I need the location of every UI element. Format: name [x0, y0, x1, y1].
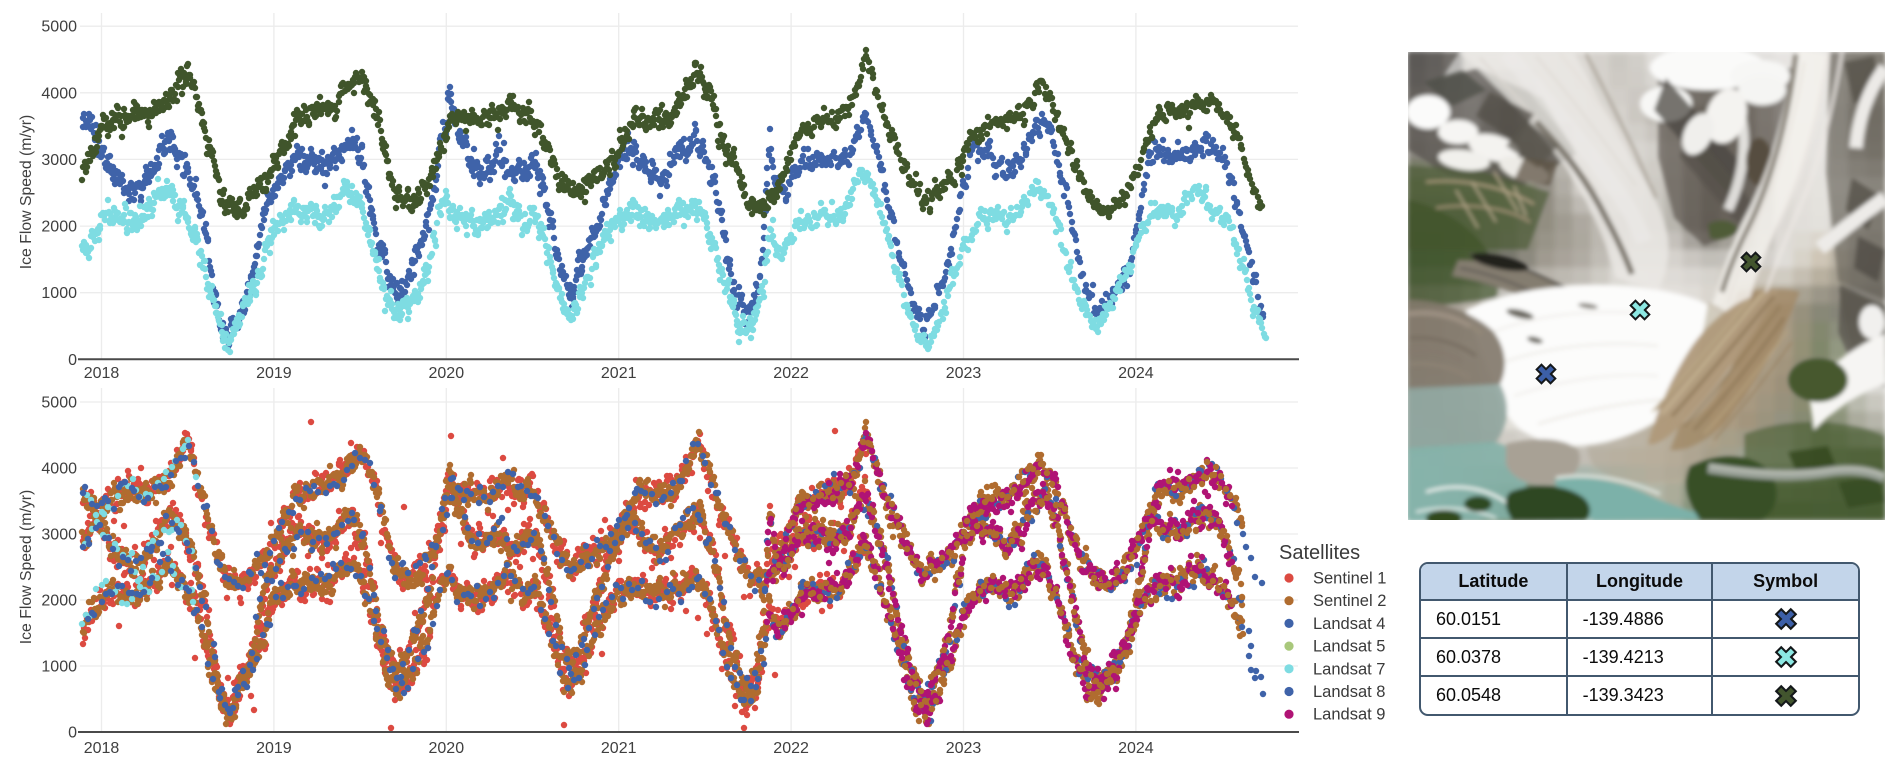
svg-text:2021: 2021	[601, 365, 637, 382]
svg-text:0: 0	[68, 725, 77, 742]
svg-text:Landsat 4: Landsat 4	[1313, 615, 1385, 633]
svg-text:2024: 2024	[1118, 740, 1154, 757]
svg-text:4000: 4000	[41, 461, 77, 478]
svg-text:5000: 5000	[41, 395, 77, 412]
svg-text:2000: 2000	[41, 219, 77, 236]
svg-text:2024: 2024	[1118, 365, 1154, 382]
svg-text:5000: 5000	[41, 19, 77, 36]
svg-text:Landsat 8: Landsat 8	[1313, 683, 1385, 701]
svg-text:2019: 2019	[256, 365, 292, 382]
svg-text:2023: 2023	[946, 365, 982, 382]
svg-text:2000: 2000	[41, 593, 77, 610]
svg-text:Landsat 7: Landsat 7	[1313, 660, 1385, 678]
svg-text:2022: 2022	[773, 365, 809, 382]
svg-text:2022: 2022	[773, 740, 809, 757]
svg-text:2021: 2021	[601, 740, 637, 757]
svg-text:2018: 2018	[84, 365, 120, 382]
svg-text:0: 0	[68, 352, 77, 369]
svg-text:2019: 2019	[256, 740, 292, 757]
svg-text:2020: 2020	[429, 740, 465, 757]
svg-text:Sentinel 2: Sentinel 2	[1313, 592, 1386, 610]
svg-text:Landsat 5: Landsat 5	[1313, 638, 1385, 656]
svg-text:3000: 3000	[41, 527, 77, 544]
svg-text:4000: 4000	[41, 85, 77, 102]
svg-text:Sentinel 1: Sentinel 1	[1313, 570, 1386, 588]
svg-text:Satellites: Satellites	[1279, 542, 1360, 564]
svg-text:Ice Flow Speed (m/yr): Ice Flow Speed (m/yr)	[18, 490, 35, 645]
svg-text:1000: 1000	[41, 659, 77, 676]
svg-text:2018: 2018	[84, 740, 120, 757]
svg-text:1000: 1000	[41, 285, 77, 302]
svg-text:2023: 2023	[946, 740, 982, 757]
svg-text:Ice Flow Speed (m/yr): Ice Flow Speed (m/yr)	[18, 115, 35, 270]
svg-text:3000: 3000	[41, 152, 77, 169]
svg-text:Landsat 9: Landsat 9	[1313, 706, 1385, 724]
svg-text:2020: 2020	[429, 365, 465, 382]
